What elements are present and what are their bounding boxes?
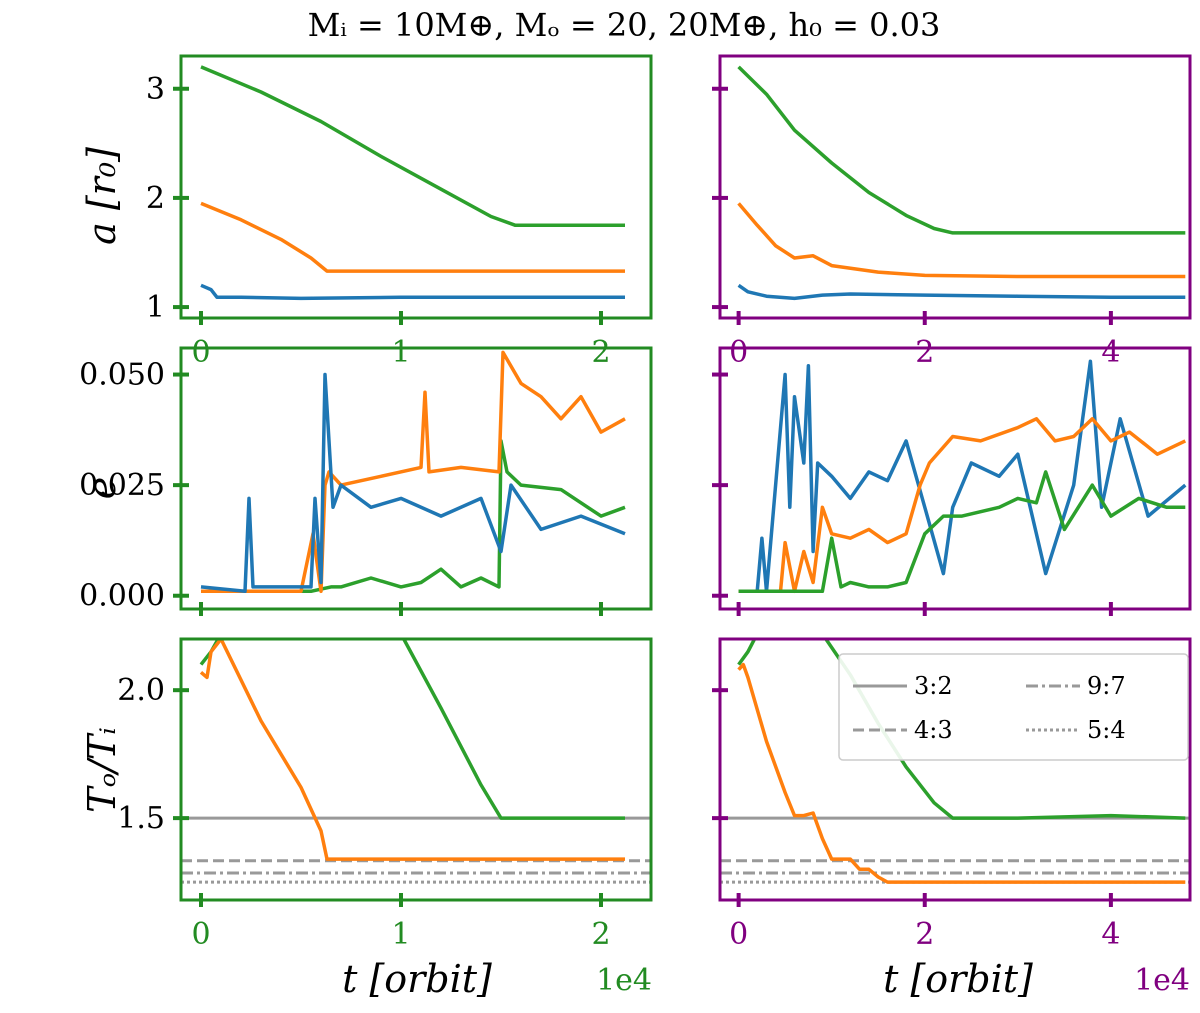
- plot-area: [200, 65, 625, 301]
- y-tick-label: 2.0: [117, 673, 165, 708]
- series-line-inner: [737, 283, 1186, 301]
- panel-right-e: [712, 346, 1192, 616]
- y-tick-label: 0.050: [79, 358, 165, 393]
- ylabel-e: e: [80, 477, 124, 500]
- series-line-inner: [738, 359, 1187, 594]
- legend-label-3-2: 3:2: [914, 672, 953, 700]
- x-tick-label: 2: [591, 917, 610, 952]
- series-line-middle: [737, 662, 1186, 884]
- ylabel-T-text: Tₒ/Tᵢ: [80, 727, 124, 813]
- figure-title: Mᵢ = 10M⊕, Mₒ = 20, 20M⊕, h₀ = 0.03: [308, 6, 941, 44]
- panel-frame: [179, 346, 653, 611]
- plot-area: [181, 639, 651, 884]
- series-line-middle: [200, 201, 625, 273]
- panel-left-T: 0 1 2 1.5 2.0: [117, 637, 653, 952]
- ylabel-T: Tₒ/Tᵢ: [80, 727, 124, 813]
- series-line-outer: [738, 470, 1186, 594]
- y-tick-label: 2: [146, 181, 165, 216]
- x-tick-label: 0: [729, 917, 748, 952]
- ylabel-a: a [r₀]: [80, 147, 124, 245]
- series-line-inner: [200, 283, 625, 301]
- panel-left-e: 0.000 0.025 0.050: [79, 346, 653, 616]
- x-tick-label: 0: [191, 335, 210, 370]
- x-offset-right: 1e4: [1134, 963, 1190, 998]
- ylabel-a-text: a [r₀]: [80, 147, 124, 245]
- y-tick-label: 1.5: [117, 801, 165, 836]
- plot-area: [200, 350, 626, 594]
- panel-frame: [718, 346, 1192, 611]
- panel-frame: [718, 637, 1192, 902]
- series-line-outer: [737, 65, 1186, 235]
- legend-label-4-3: 4:3: [914, 716, 953, 744]
- series-line-outer: [200, 65, 625, 227]
- xlabel-right: t [orbit]: [883, 957, 1033, 1001]
- series-line-middle: [738, 417, 1187, 594]
- y-tick-label: 0.025: [79, 468, 165, 503]
- y-tick-label: 0.000: [79, 579, 165, 614]
- series-line-inner: [200, 372, 626, 594]
- panel-frame: [718, 54, 1192, 320]
- xlabel-left: t [orbit]: [342, 957, 492, 1001]
- panel-frame: [179, 637, 653, 902]
- legend: 3:2 9:7 4:3 5:4: [838, 653, 1189, 761]
- legend-box: [838, 653, 1189, 761]
- x-tick-label: 2: [591, 335, 610, 370]
- ylabel-e-text: e: [80, 477, 124, 500]
- x-offset-left: 1e4: [596, 963, 652, 998]
- series-line-middle: [737, 202, 1186, 279]
- y-tick-label: 1: [146, 290, 165, 325]
- panel-right-a: 0 2 4: [712, 54, 1192, 370]
- series-line-outer: [201, 439, 626, 594]
- legend-label-5-4: 5:4: [1087, 716, 1126, 744]
- series-line-middle: [201, 350, 626, 594]
- x-tick-label: 2: [915, 335, 934, 370]
- legend-label-9-7: 9:7: [1087, 672, 1126, 700]
- plot-area: [737, 65, 1186, 301]
- x-tick-label: 4: [1101, 917, 1120, 952]
- plot-area: [738, 359, 1187, 594]
- y-tick-label: 3: [146, 72, 165, 107]
- x-tick-label: 4: [1101, 335, 1120, 370]
- panel-frame: [179, 54, 653, 320]
- series-line-middle: [199, 639, 625, 861]
- x-tick-label: 0: [729, 335, 748, 370]
- x-tick-label: 1: [391, 917, 410, 952]
- x-tick-label: 1: [391, 335, 410, 370]
- x-tick-label: 2: [915, 917, 934, 952]
- x-tick-label: 0: [191, 917, 210, 952]
